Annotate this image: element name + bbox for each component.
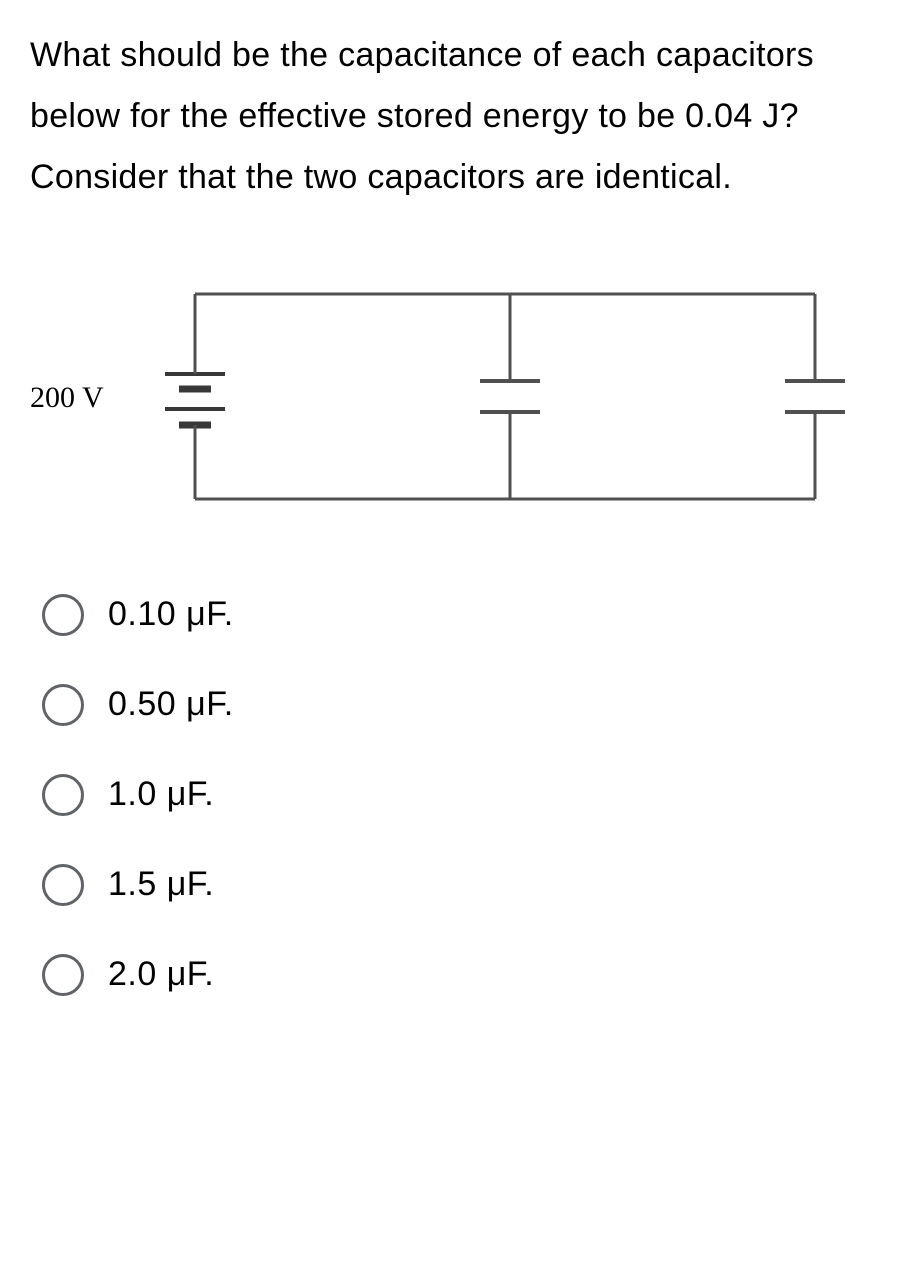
radio-icon <box>42 774 84 816</box>
radio-icon <box>42 864 84 906</box>
circuit-wires <box>195 294 815 499</box>
capacitor-2-icon <box>785 381 845 412</box>
option-4[interactable]: 1.5 μF. <box>42 864 872 906</box>
option-label: 2.0 μF. <box>108 955 214 994</box>
option-label: 0.10 μF. <box>108 595 234 634</box>
question-text: What should be the capacitance of each c… <box>30 25 872 209</box>
option-label: 1.5 μF. <box>108 865 214 904</box>
option-label: 1.0 μF. <box>108 775 214 814</box>
circuit-diagram: 200 V <box>25 269 872 524</box>
battery-icon <box>165 374 225 425</box>
radio-icon <box>42 954 84 996</box>
option-3[interactable]: 1.0 μF. <box>42 774 872 816</box>
option-label: 0.50 μF. <box>108 685 234 724</box>
voltage-label: 200 V <box>30 381 104 414</box>
radio-icon <box>42 684 84 726</box>
option-1[interactable]: 0.10 μF. <box>42 594 872 636</box>
option-5[interactable]: 2.0 μF. <box>42 954 872 996</box>
options-list: 0.10 μF. 0.50 μF. 1.0 μF. 1.5 μF. 2.0 μF… <box>30 594 872 996</box>
option-2[interactable]: 0.50 μF. <box>42 684 872 726</box>
radio-icon <box>42 594 84 636</box>
capacitor-1-icon <box>480 381 540 412</box>
